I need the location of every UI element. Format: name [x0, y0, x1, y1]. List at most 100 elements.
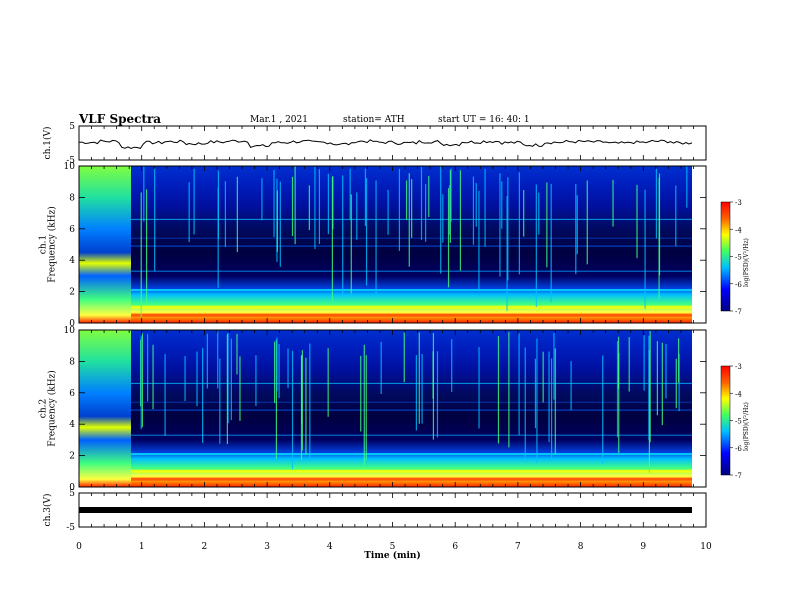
- sferic-streak: [421, 353, 423, 424]
- spectral-band: [131, 469, 692, 473]
- y-axis-label: ch.3(V): [42, 494, 53, 527]
- sferic-streak: [507, 177, 509, 281]
- sferic-streak: [618, 352, 620, 453]
- y-tick-label: 0: [69, 483, 75, 493]
- colorbar-tick-label: -4: [735, 390, 742, 398]
- sferic-streak: [432, 333, 435, 440]
- colorbar-label: log(PSD)(V²/Hz): [743, 402, 750, 451]
- sferic-streak: [202, 348, 204, 443]
- sferic-streak: [523, 190, 525, 237]
- sferic-streak: [152, 344, 154, 410]
- spectrogram-early-segment: [79, 166, 131, 323]
- sferic-streak: [546, 182, 548, 268]
- sferic-streak: [154, 167, 156, 272]
- sferic-streak: [349, 168, 351, 221]
- sferic-streak: [442, 194, 444, 243]
- y-tick-label: 6: [69, 389, 75, 399]
- sferic-streak: [612, 179, 614, 227]
- colorbar-tick-label: -3: [735, 199, 742, 207]
- sferic-streak: [428, 175, 430, 218]
- sferic-streak: [314, 166, 316, 250]
- x-tick-label: 4: [327, 542, 333, 552]
- sferic-streak: [291, 350, 294, 470]
- x-axis-label: Time (min): [364, 550, 421, 561]
- sferic-streak: [548, 351, 550, 443]
- sferic-streak: [508, 331, 510, 448]
- y-tick-label: 0: [69, 319, 75, 329]
- sferic-streak: [655, 168, 658, 239]
- chart-title: VLF Spectra: [79, 112, 162, 126]
- sferic-streak: [360, 355, 362, 432]
- sferic-streak: [301, 350, 303, 451]
- x-tick-label: 2: [202, 542, 208, 552]
- sferic-streak: [459, 170, 462, 271]
- sferic-streak: [279, 181, 281, 267]
- sferic-streak: [342, 175, 344, 297]
- sferic-streak: [300, 355, 303, 460]
- colorbar-tick-label: -3: [735, 363, 742, 371]
- sferic-streak: [536, 338, 538, 464]
- sferic-streak: [230, 338, 232, 421]
- x-tick-label: 7: [515, 542, 521, 552]
- sferic-streak: [415, 355, 417, 431]
- spectral-band: [131, 453, 692, 456]
- sferic-streak: [227, 332, 229, 424]
- sferic-streak: [145, 189, 148, 304]
- sferic-streak: [403, 332, 405, 383]
- sferic-streak: [193, 168, 195, 235]
- sferic-streak: [350, 194, 352, 294]
- sferic-streak: [375, 180, 377, 295]
- sferic-streak: [143, 166, 145, 222]
- sferic-streak: [206, 333, 208, 389]
- sferic-streak: [408, 173, 410, 267]
- sferic-streak: [309, 343, 311, 461]
- station-label: station= ATH: [343, 115, 405, 125]
- sferic-streak: [643, 335, 645, 391]
- x-tick-label: 0: [76, 542, 82, 552]
- sferic-streak: [294, 166, 296, 245]
- y-axis-label: Frequency (kHz): [47, 206, 58, 283]
- sferic-streak: [586, 180, 588, 265]
- sferic-streak: [305, 357, 307, 455]
- sferic-streak: [648, 335, 650, 441]
- sferic-streak: [141, 333, 144, 428]
- x-tick-label: 5: [390, 542, 396, 552]
- no-data-region: [692, 330, 706, 487]
- sferic-streak: [363, 344, 365, 466]
- sferic-streak: [554, 348, 556, 455]
- sferic-streak: [678, 338, 680, 383]
- sferic-streak: [273, 169, 275, 238]
- no-data-region: [692, 166, 706, 323]
- y-tick-label: 4: [69, 420, 75, 430]
- y-axis-label: ch.1: [39, 235, 49, 254]
- sferic-streak: [518, 172, 520, 275]
- sferic-streak: [576, 195, 578, 255]
- sferic-streak: [658, 173, 661, 276]
- sferic-streak: [518, 333, 520, 436]
- sferic-streak: [616, 341, 619, 438]
- sferic-streak: [478, 190, 480, 292]
- sferic-streak: [501, 181, 503, 229]
- colorbar: [720, 201, 731, 312]
- sferic-streak: [449, 169, 451, 243]
- y-tick-label: -5: [66, 156, 75, 166]
- sferic-streak: [550, 183, 552, 303]
- sferic-streak: [308, 185, 310, 231]
- sferic-streak: [239, 356, 241, 421]
- colorbar-tick-label: -5: [735, 418, 742, 426]
- sferic-streak: [411, 179, 413, 238]
- spectrogram-early-segment: [79, 330, 131, 487]
- sferic-streak: [275, 339, 278, 459]
- sferic-streak: [418, 332, 420, 424]
- sferic-streak: [365, 355, 367, 461]
- sferic-streak: [287, 348, 289, 389]
- sferic-streak: [356, 192, 358, 240]
- sferic-streak: [602, 355, 604, 464]
- spectral-band: [131, 313, 692, 317]
- colorbar-tick-label: -4: [735, 226, 742, 234]
- colorbar-tick-label: -6: [735, 281, 742, 289]
- colorbar: [720, 365, 731, 476]
- sferic-streak: [276, 190, 278, 252]
- sferic-streak: [450, 168, 452, 223]
- sferic-streak: [164, 354, 166, 436]
